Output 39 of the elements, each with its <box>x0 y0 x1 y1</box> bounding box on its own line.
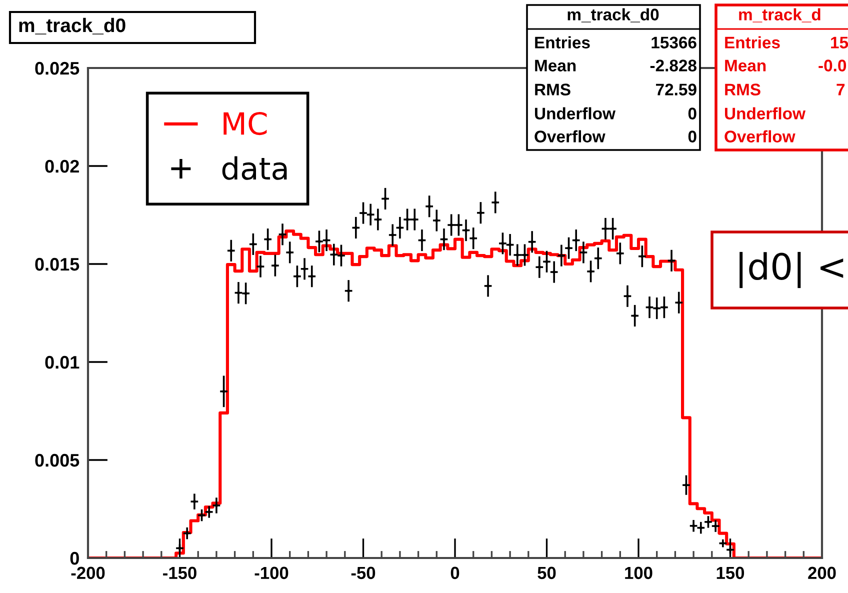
legend-label: data <box>222 156 287 180</box>
x-tick-label: 150 <box>716 566 744 580</box>
y-tick-label: 0.02 <box>45 160 79 173</box>
x-tick-label: 0 <box>450 566 460 580</box>
text: Entries <box>535 36 590 48</box>
annotation: Underflow <box>535 107 616 120</box>
annotation: Overflow <box>534 130 606 142</box>
text: 15 <box>831 36 848 48</box>
text: 7 <box>836 84 845 96</box>
x-tick-label: 50 <box>538 566 556 580</box>
x-tick-label: -50 <box>351 566 376 580</box>
annotation: 72.59 <box>656 84 696 96</box>
annotation: 0 <box>688 130 696 142</box>
y-tick-label: 0.01 <box>45 356 80 369</box>
annotation: 0 <box>688 108 696 120</box>
annotation: -2.828 <box>650 60 696 72</box>
annotation: RMS <box>725 84 760 96</box>
y-tick-label: 0 <box>70 552 79 565</box>
annotation: -0.0 <box>818 60 846 72</box>
annotation: RMS <box>535 84 570 96</box>
annotation: |d0| < <box>740 252 844 288</box>
chart-title: m_track_d0 <box>19 18 126 34</box>
text: m_track_d <box>739 8 820 22</box>
x-tick-label: -100 <box>254 566 288 580</box>
x-tick-label: -150 <box>163 566 196 580</box>
annotation: Overflow <box>724 130 796 142</box>
legend-label: MC <box>224 112 267 136</box>
y-tick-label: 0.025 <box>35 62 80 75</box>
x-tick-label: -200 <box>71 566 105 580</box>
y-tick-label: 0.015 <box>35 258 80 271</box>
x-tick-label: 200 <box>808 566 836 580</box>
annotation: Mean <box>535 60 576 72</box>
text: 15366 <box>652 36 696 48</box>
text: m_track_d0 <box>568 8 659 22</box>
x-tick-label: 100 <box>625 566 652 580</box>
y-tick-label: 0.005 <box>35 454 80 467</box>
annotation: Mean <box>725 60 766 72</box>
text: Entries <box>725 36 780 48</box>
annotation: Underflow <box>725 107 806 120</box>
